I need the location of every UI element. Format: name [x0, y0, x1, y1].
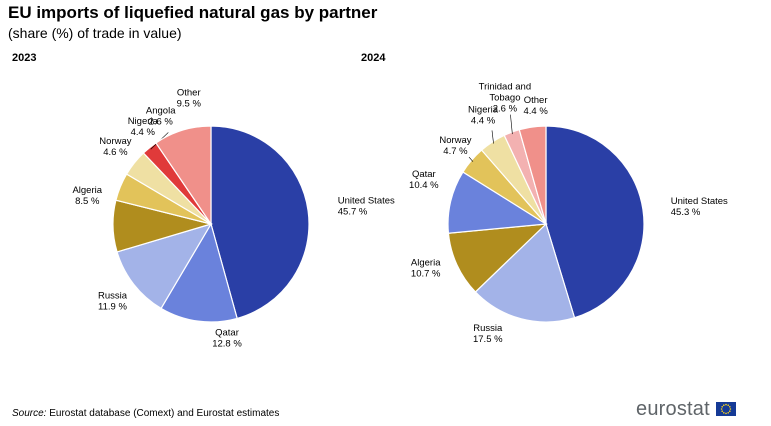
slice-name-label: United States [671, 196, 728, 207]
chart-subtitle: (share (%) of trade in value) [8, 25, 182, 41]
slice-label: Russia 17.5 % [473, 323, 503, 345]
slice-name-label: Qatar [215, 327, 239, 338]
slice-label: Nigeria 4.4 % [468, 104, 499, 126]
slice-value-label: 45.3 % [671, 207, 701, 218]
pie-2024-title: 2024 [361, 52, 386, 64]
slice-name-label: Other [177, 87, 201, 98]
slice-value-label: 10.4 % [409, 180, 439, 191]
slice-value-label: 17.5 % [473, 334, 503, 345]
source-note: Source: Eurostat database (Comext) and E… [12, 408, 279, 419]
slice-value-label: 4.7 % [443, 146, 468, 157]
slice-value-label: 2.6 % [149, 117, 174, 128]
pie-slice-qatar [160, 222, 238, 323]
slice-label: Nigeria 4.4 % [128, 116, 159, 138]
slice-name-label: Nigeria [468, 104, 499, 115]
slice-value-label: 9.5 % [177, 98, 202, 109]
pie-slice-other [518, 125, 547, 225]
slice-value-label: 10.7 % [411, 268, 441, 279]
slice-name-label: Russia [473, 323, 503, 334]
slice-name-label: Tobago [489, 93, 520, 104]
pie-2023: United States 45.7 % Qatar 12.8 % Russia 11.9… [72, 87, 395, 349]
slice-label: Algeria 8.5 % [72, 185, 102, 207]
slice-label: Norway 4.6 % [99, 136, 131, 158]
slice-label: Angola 2.6 % [146, 106, 176, 128]
slice-value-label: 12.8 % [212, 338, 242, 349]
pie-slice-other [155, 125, 212, 226]
slice-name-label: Norway [99, 136, 131, 147]
pie-slice-united-states [210, 125, 310, 320]
source-label: Source: [12, 408, 47, 419]
slice-label: United States 45.7 % [338, 196, 395, 218]
slice-name-label: Nigeria [128, 116, 159, 127]
source-text: Eurostat database (Comext) and Eurostat … [49, 408, 280, 419]
slice-label: Russia 11.9 % [98, 290, 128, 312]
label-leader-line [468, 156, 474, 162]
slice-name-label: Angola [146, 106, 176, 117]
slice-value-label: 2.6 % [493, 104, 518, 115]
slice-name-label: Algeria [72, 185, 102, 196]
pie-2024: United States 45.3 %Russia 17.5 %Algeria 10… [409, 82, 728, 345]
eu-flag-icon [716, 402, 736, 416]
slice-value-label: 8.5 % [75, 196, 100, 207]
slice-label: Trinidad and Tobago 2.6 % [479, 82, 531, 115]
slice-name-label: Russia [98, 290, 128, 301]
slice-value-label: 4.4 % [131, 127, 156, 138]
slice-name-label: Norway [439, 135, 471, 146]
slice-label: Other 9.5 % [177, 87, 202, 109]
slice-name-label: Trinidad and [479, 82, 531, 93]
slice-label: Other 4.4 % [523, 95, 548, 117]
slice-label: Algeria 10.7 % [411, 257, 441, 279]
pie-2023-title: 2023 [12, 52, 37, 64]
slice-label: Qatar 10.4 % [409, 169, 439, 191]
slice-name-label: Other [524, 95, 548, 106]
slice-label: Qatar 12.8 % [212, 327, 242, 349]
slice-label: United States 45.3 % [671, 196, 728, 218]
slice-value-label: 45.7 % [338, 207, 368, 218]
chart-title: EU imports of liquefied natural gas by p… [8, 3, 378, 22]
eurostat-logo-text: eurostat [636, 398, 710, 420]
label-leader-line [510, 114, 513, 135]
slice-value-label: 4.4 % [471, 115, 496, 126]
slice-value-label: 11.9 % [98, 301, 127, 312]
slice-value-label: 4.4 % [523, 106, 548, 117]
pie-slice-united-states [545, 125, 645, 319]
slice-name-label: United States [338, 196, 395, 207]
slice-value-label: 4.6 % [103, 147, 128, 158]
slice-name-label: Qatar [412, 169, 436, 180]
slice-label: Norway 4.7 % [439, 135, 471, 157]
label-leader-line [491, 130, 494, 144]
slice-name-label: Algeria [411, 257, 441, 268]
pie-slice-russia [474, 222, 576, 323]
